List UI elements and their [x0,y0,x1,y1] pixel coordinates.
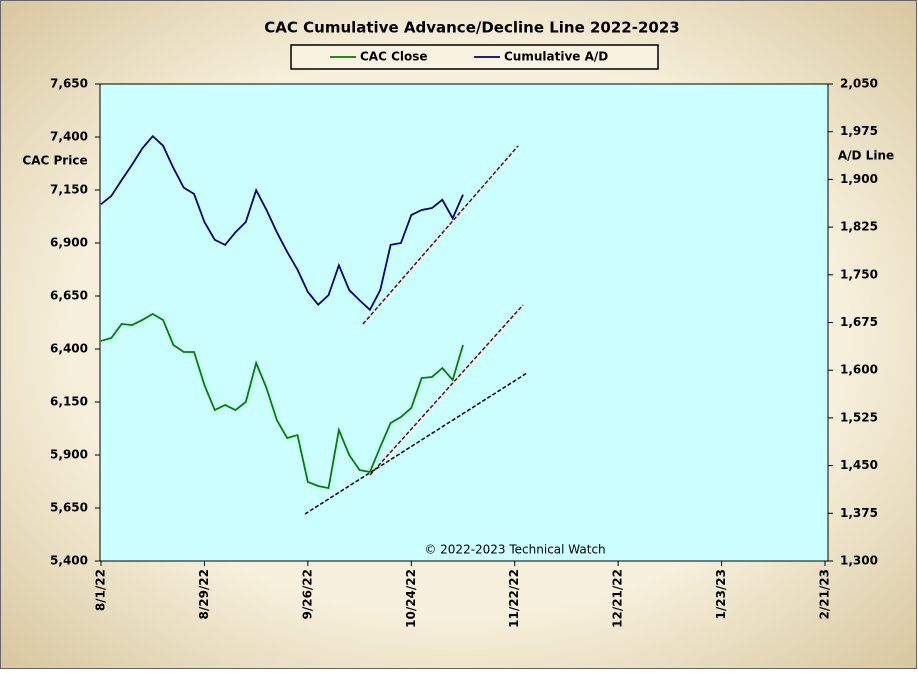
y-tick-label: 7,400 [50,130,88,144]
legend-label: CAC Close [360,50,428,64]
y-tick-label: 6,650 [50,289,88,303]
y2-tick-label: 2,050 [840,77,878,91]
y2-tick-label: 1,675 [840,315,878,329]
y2-tick-label: 1,600 [840,363,878,377]
y-tick-label: 7,150 [50,183,88,197]
trendline [362,145,519,325]
y-tick-label: 5,400 [50,554,88,568]
legend-label: Cumulative A/D [504,50,608,64]
y2-tick-label: 1,375 [840,506,878,520]
x-tick-label: 1/23/23 [714,569,728,620]
plot-area [99,83,829,562]
series-line [100,134,464,312]
annotation: © 2022-2023 Technical Watch [424,543,605,557]
y-tick-label: 7,650 [50,77,88,91]
trendlines [304,145,528,515]
y-tick-label: 6,150 [50,395,88,409]
trendline [304,372,528,515]
x-tick-label: 8/29/22 [197,569,211,620]
x-tick-label: 9/26/22 [300,569,314,620]
x-tick-label: 12/21/22 [611,569,625,628]
x-tick-label: 2/21/23 [818,569,832,620]
x-tick-label: 8/1/22 [94,569,108,611]
y2-tick-label: 1,525 [840,410,878,424]
y-tick-label: 6,900 [50,236,88,250]
y2-tick-label: 1,975 [840,124,878,138]
y2-tick-label: 1,900 [840,172,878,186]
y2-axis-label: A/D Line [838,149,894,163]
y-tick-label: 5,900 [50,448,88,462]
y2-tick-label: 1,300 [840,554,878,568]
y2-tick-label: 1,750 [840,267,878,281]
y2-tick-label: 1,825 [840,220,878,234]
y-tick-label: 6,400 [50,342,88,356]
series-line [100,312,464,490]
y-tick-label: 5,650 [50,501,88,515]
trendline [369,304,524,476]
y2-tick-label: 1,450 [840,458,878,472]
y-axis-label: CAC Price [22,154,87,168]
x-tick-label: 11/22/22 [507,569,521,628]
x-tick-label: 10/24/22 [404,569,418,628]
chart-title: CAC Cumulative Advance/Decline Line 2022… [264,19,679,37]
